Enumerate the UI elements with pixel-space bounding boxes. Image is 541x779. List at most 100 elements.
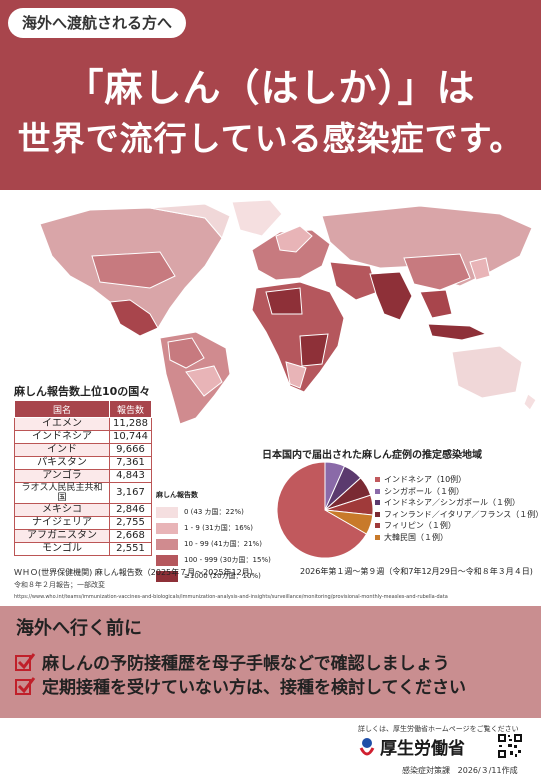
table-cell-count: 2,668: [109, 529, 152, 543]
checklist-text: 定期接種を受けていない方は、接種を検討してください: [42, 678, 466, 698]
table-cell-country: アンゴラ: [14, 469, 110, 483]
pie-legend-item: インドネシア／シンガポール（１例）: [375, 497, 541, 509]
table-cell-count: 2,846: [109, 503, 152, 517]
top10-title: 麻しん報告数上位10の国々: [14, 385, 151, 398]
pie-legend-label: シンガポール（１例）: [384, 486, 464, 496]
table-cell-count: 2,551: [109, 542, 152, 556]
table-cell-count: 2,755: [109, 516, 152, 530]
map-legend-title: 麻しん報告数: [156, 491, 198, 499]
legend-label: 1 - 9 (31カ国：16%): [184, 524, 254, 532]
table-cell-country: インド: [14, 443, 110, 457]
pie-slice: [324, 509, 374, 535]
table-row: ラオス人民民主共和国 3,167: [14, 482, 152, 504]
pie-legend-label: インドネシア（10例）: [384, 475, 467, 485]
pie-legend-item: シンガポール（１例）: [375, 486, 541, 498]
legend-label: 0 (43 カ国：22%): [184, 508, 244, 516]
legend-swatch: [156, 538, 178, 550]
table-row: メキシコ 2,846: [14, 503, 152, 517]
checkbox-icon: [15, 652, 36, 671]
pie-legend-label: インドネシア／シンガポール（１例）: [384, 498, 520, 508]
checklist-item: 麻しんの予防接種歴を母子手帳などで確認しましょう: [14, 649, 450, 674]
table-cell-country: インドネシア: [14, 430, 110, 444]
headline-line-2: 世界で流行している感染症です。: [17, 119, 524, 158]
pie-slice: [276, 461, 368, 559]
pie-period: 2026年第１週～第９週（令和7年12月29日～令和８年３月４日): [300, 567, 533, 576]
infection-region-pie: [276, 461, 374, 559]
table-cell-count: 11,288: [109, 417, 152, 431]
table-cell-country: イエメン: [14, 417, 110, 431]
checklist-item: 定期接種を受けていない方は、接種を検討してください: [14, 673, 466, 698]
table-cell-country: モンゴル: [14, 542, 110, 556]
department: 感染症対策課: [402, 766, 450, 775]
legend-label: 100 - 999 (30カ国：15%): [184, 556, 271, 564]
table-cell-country: パキスタン: [14, 456, 110, 470]
legend-label: 10 - 99 (41カ国：21%): [184, 540, 262, 548]
pie-legend-item: 大韓民国（１例）: [375, 532, 541, 544]
source-note: 令和８年２月報告；一部改変: [14, 581, 105, 589]
qr-code-icon[interactable]: [497, 733, 523, 759]
table-cell-country: メキシコ: [14, 503, 110, 517]
table-cell-country: ナイジェリア: [14, 516, 110, 530]
footer-line: 感染症対策課 2026/３/11作成: [402, 765, 518, 776]
source-citation: ＷＨＯ(世界保健機関) 麻しん報告数（2025年７月～2025年12月）: [14, 568, 258, 577]
map-legend-item: 0 (43 カ国：22%): [156, 504, 271, 520]
pie-legend-dot: [375, 500, 380, 506]
table-cell-count: 4,843: [109, 469, 152, 483]
map-legend-item: 10 - 99 (41カ国：21%): [156, 536, 271, 552]
table-row: モンゴル 2,551: [14, 542, 152, 556]
table-cell-country: アフガニスタン: [14, 529, 110, 543]
pie-legend-item: フィンランド／イタリア／フランス（１例）: [375, 509, 541, 521]
map-legend-item: 100 - 999 (30カ国：15%): [156, 552, 271, 568]
legend-swatch: [156, 506, 178, 518]
ministry-logo-icon: [359, 737, 375, 755]
headline: 「麻しん（はしか）」は 世界で流行している感染症です。: [0, 62, 541, 164]
pie-legend-label: フィンランド／イタリア／フランス（１例）: [383, 509, 541, 519]
pie-legend-label: 大韓民国（１例）: [384, 532, 448, 542]
audience-tag: 海外へ渡航される方へ: [8, 8, 187, 38]
top10-table: 国名 報告数 イエメン 11,288 インドネシア 10,744 インド 9,666 …: [14, 400, 152, 556]
ministry-name: 厚生労働省: [380, 739, 465, 759]
table-cell-count: 3,167: [109, 482, 152, 504]
before-travel-title: 海外へ行く前に: [16, 618, 142, 639]
created-date: 2026/３/11作成: [457, 766, 518, 775]
column-header-count: 報告数: [109, 400, 152, 418]
legend-label: ≥1000 (20カ国：10%): [184, 572, 261, 580]
map-legend-item: 1 - 9 (31カ国：16%): [156, 520, 271, 536]
table-row: インド 9,666: [14, 443, 152, 457]
table-row: アンゴラ 4,843: [14, 469, 152, 483]
checkbox-icon: [15, 676, 36, 695]
detail-note: 詳しくは、厚生労働省ホームページをご覧ください: [358, 725, 519, 733]
table-row: イエメン 11,288: [14, 417, 152, 431]
pie-legend-dot: [375, 477, 380, 483]
legend-swatch: [156, 554, 178, 566]
table-row: インドネシア 10,744: [14, 430, 152, 444]
table-cell-count: 7,361: [109, 456, 152, 470]
pie-legend-label: フィリピン（１例）: [384, 521, 456, 531]
pie-legend-item: インドネシア（10例）: [375, 474, 541, 486]
world-measles-map: [39, 199, 537, 425]
map-legend-item: ≥1000 (20カ国：10%): [156, 568, 271, 584]
pie-legend-item: フィリピン（１例）: [375, 520, 541, 532]
pie-title: 日本国内で届出された麻しん症例の推定感染地域: [262, 450, 482, 461]
pie-legend-dot: [375, 511, 380, 517]
column-header-country: 国名: [14, 400, 110, 418]
table-row: アフガニスタン 2,668: [14, 529, 152, 543]
table-cell-country: ラオス人民民主共和国: [14, 482, 110, 504]
ministry-logo: 厚生労働省: [358, 734, 465, 759]
pie-legend-dot: [375, 488, 380, 494]
checklist-text: 麻しんの予防接種歴を母子手帳などで確認しましょう: [42, 654, 450, 674]
pie-legend-dot: [375, 534, 380, 540]
table-cell-count: 9,666: [109, 443, 152, 457]
table-row: ナイジェリア 2,755: [14, 516, 152, 530]
legend-swatch: [156, 570, 178, 582]
before-travel-panel: [0, 606, 541, 718]
source-url[interactable]: https://www.who.int/teams/immunization-v…: [14, 594, 448, 600]
headline-line-1: 「麻しん（はしか）」は: [65, 66, 476, 110]
pie-legend-dot: [375, 523, 380, 529]
table-cell-count: 10,744: [109, 430, 152, 444]
table-header-row: 国名 報告数: [14, 400, 152, 418]
map-legend: 麻しん報告数 0 (43 カ国：22%) 1 - 9 (31カ国：16%) 10…: [156, 490, 271, 584]
legend-swatch: [156, 522, 178, 534]
pie-legend: インドネシア（10例） シンガポール（１例） インドネシア／シンガポール（１例）…: [375, 474, 541, 543]
table-row: パキスタン 7,361: [14, 456, 152, 470]
